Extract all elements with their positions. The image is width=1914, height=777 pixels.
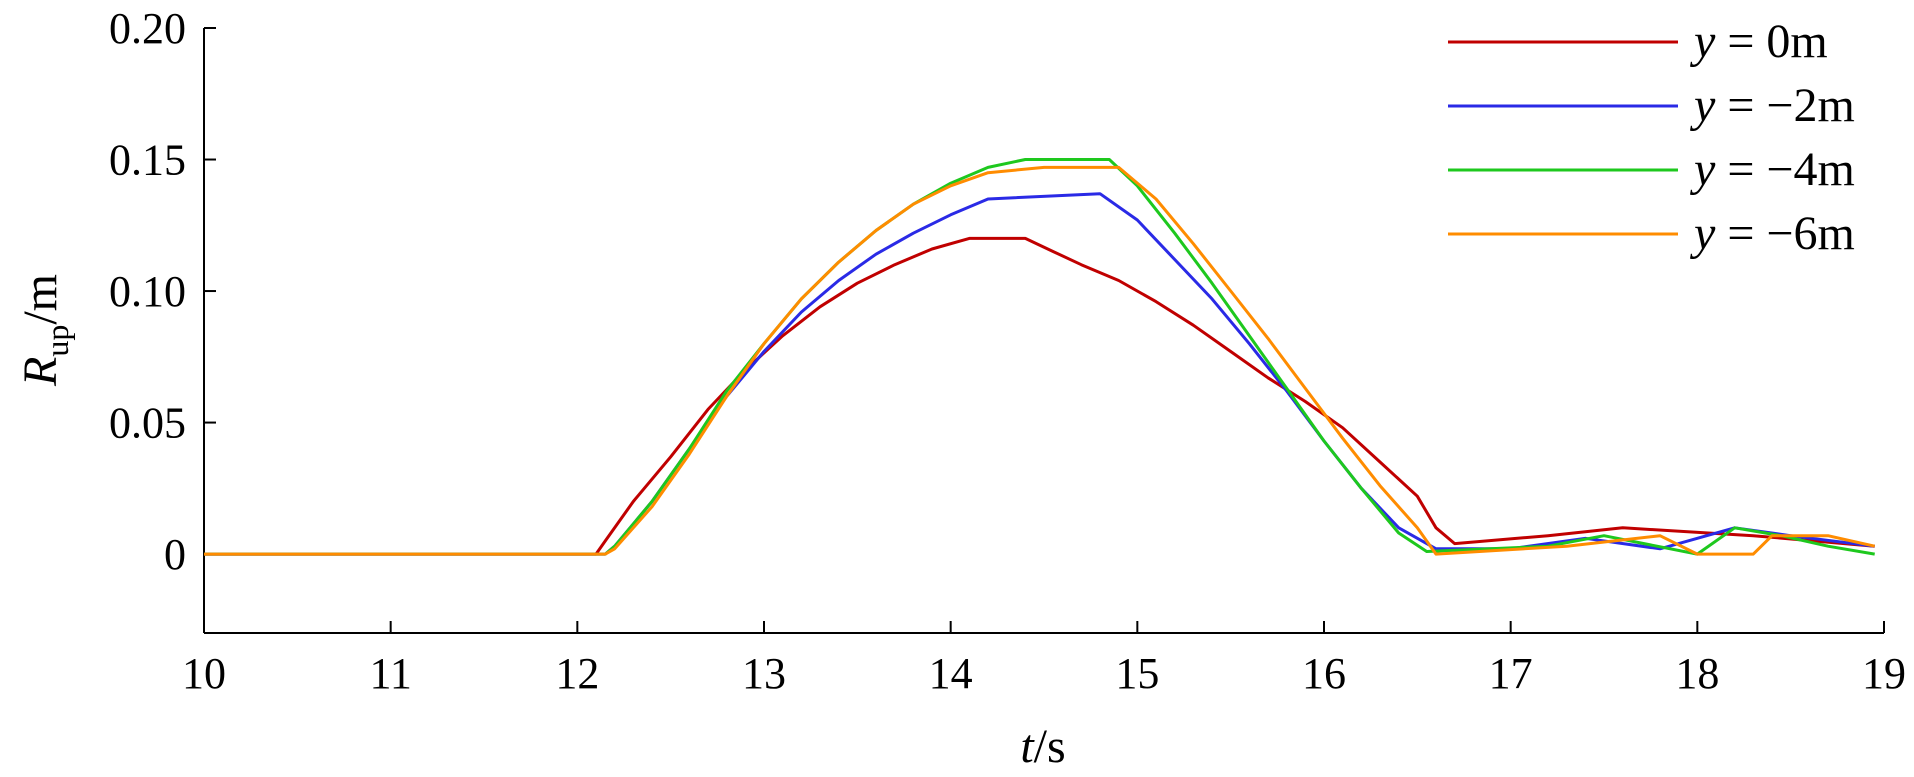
x-tick-label: 11 (369, 649, 411, 698)
y-tick-label: 0.15 (109, 136, 186, 185)
y-axis-label-sub: up (39, 325, 75, 357)
legend: y = 0my = −2my = −4my = −6m (1448, 15, 1855, 260)
series-line-1 (204, 192, 1875, 556)
legend-label-rest: = −4m (1715, 143, 1854, 196)
legend-label-var: y (1689, 15, 1716, 68)
x-tick-label: 15 (1115, 649, 1159, 698)
legend-label-2: y = −4m (1689, 143, 1855, 196)
legend-label-var: y (1689, 79, 1716, 132)
legend-label-var: y (1689, 207, 1716, 260)
series-line-2 (204, 158, 1875, 556)
y-tick-label: 0 (164, 530, 186, 579)
x-tick-label: 14 (929, 649, 973, 698)
y-tick-label: 0.05 (109, 399, 186, 448)
y-tick-label: 0.20 (109, 4, 186, 53)
y-axis-label: Rup/m (14, 274, 75, 387)
legend-label-1: y = −2m (1689, 79, 1855, 132)
series-lines (204, 158, 1876, 556)
legend-label-var: y (1689, 143, 1716, 196)
legend-label-3: y = −6m (1689, 207, 1855, 260)
x-tick-label: 17 (1489, 649, 1533, 698)
y-ticks: 0 0.05 0.10 0.15 0.20 (109, 4, 216, 579)
x-tick-label: 18 (1675, 649, 1719, 698)
x-axis-label: t/s (1020, 720, 1065, 773)
x-tick-label: 16 (1302, 649, 1346, 698)
legend-label-rest: = 0m (1715, 15, 1827, 68)
axes (203, 28, 1884, 634)
y-tick-label: 0.10 (109, 267, 186, 316)
x-axis-label-unit: /s (1034, 720, 1066, 773)
legend-label-rest: = −2m (1715, 79, 1854, 132)
x-tick-label: 10 (182, 649, 226, 698)
y-axis-label-var: R (14, 357, 67, 387)
x-tick-label: 12 (555, 649, 599, 698)
series-line-0 (204, 236, 1875, 556)
series-line-3 (204, 165, 1876, 556)
legend-label-0: y = 0m (1689, 15, 1828, 68)
x-ticks: 10 11 12 13 14 15 16 17 18 19 (182, 621, 1906, 698)
y-axis-label-unit: /m (14, 274, 67, 325)
x-tick-label: 13 (742, 649, 786, 698)
legend-label-rest: = −6m (1715, 207, 1854, 260)
x-tick-label: 19 (1862, 649, 1906, 698)
x-axis-label-var: t (1020, 720, 1035, 773)
